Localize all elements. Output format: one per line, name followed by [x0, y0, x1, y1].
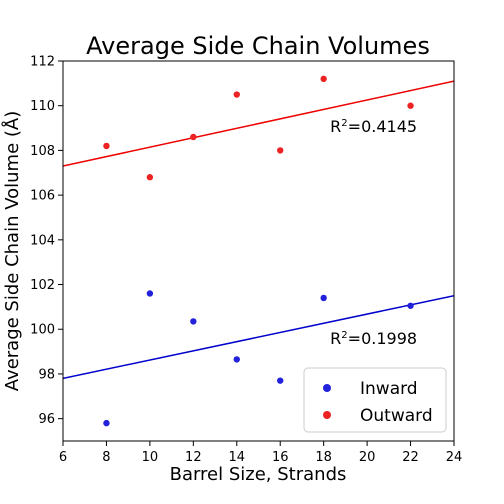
inward-point	[190, 318, 197, 325]
x-tick-label: 22	[402, 450, 419, 465]
y-tick-label: 98	[38, 367, 55, 382]
inward-point	[277, 377, 284, 384]
y-tick-label: 104	[30, 233, 55, 248]
x-tick-label: 12	[185, 450, 202, 465]
outward-point	[233, 91, 240, 98]
outward-point	[190, 133, 197, 141]
y-axis: 96 98 100 102 104 106 108 110 112	[30, 55, 63, 427]
inward-point	[103, 419, 110, 427]
legend-marker-outward	[323, 411, 331, 419]
inward-point	[233, 356, 240, 363]
legend-label-inward: Inward	[360, 379, 418, 399]
y-tick-label: 110	[30, 99, 55, 114]
plot-area	[63, 75, 454, 427]
outward-point	[320, 75, 327, 83]
y-tick-label: 112	[30, 55, 55, 70]
y-tick-label: 96	[38, 412, 55, 427]
legend-label-outward: Outward	[360, 406, 433, 426]
chart-title: Average Side Chain Volumes	[86, 32, 430, 60]
x-tick-label: 18	[315, 450, 332, 465]
x-tick-label: 24	[446, 450, 463, 465]
plot-frame	[62, 60, 455, 442]
legend-box	[303, 367, 447, 433]
legend-marker-inward	[323, 384, 331, 392]
x-tick-label: 20	[359, 450, 376, 465]
inward-point	[407, 302, 414, 309]
y-tick-label: 102	[30, 278, 55, 293]
x-axis: 6 8 10 12 14 16 18 20 22 24	[59, 441, 462, 465]
inward-point	[146, 290, 154, 297]
y-axis-title: Average Side Chain Volume (Å)	[1, 111, 23, 391]
inward-fit-line	[63, 294, 454, 380]
outward-point	[407, 102, 414, 109]
outward-point	[277, 147, 284, 154]
x-tick-label: 10	[142, 450, 159, 465]
legend: Inward Outward	[303, 367, 447, 433]
y-tick-label: 108	[30, 144, 55, 159]
outward-fit-line	[63, 80, 454, 167]
outward-point	[103, 142, 110, 150]
inward-r2-label: R2=0.1998	[330, 329, 417, 348]
x-axis-title: Barrel Size, Strands	[170, 464, 347, 485]
outward-r2-label: R2=0.4145	[330, 117, 417, 136]
x-tick-label: 6	[59, 450, 67, 465]
outward-point	[146, 174, 154, 181]
x-tick-label: 14	[229, 450, 246, 465]
y-tick-label: 100	[30, 323, 55, 338]
x-tick-label: 16	[272, 450, 289, 465]
inward-point	[320, 294, 327, 302]
x-tick-label: 8	[102, 450, 110, 465]
y-tick-label: 106	[30, 189, 55, 204]
